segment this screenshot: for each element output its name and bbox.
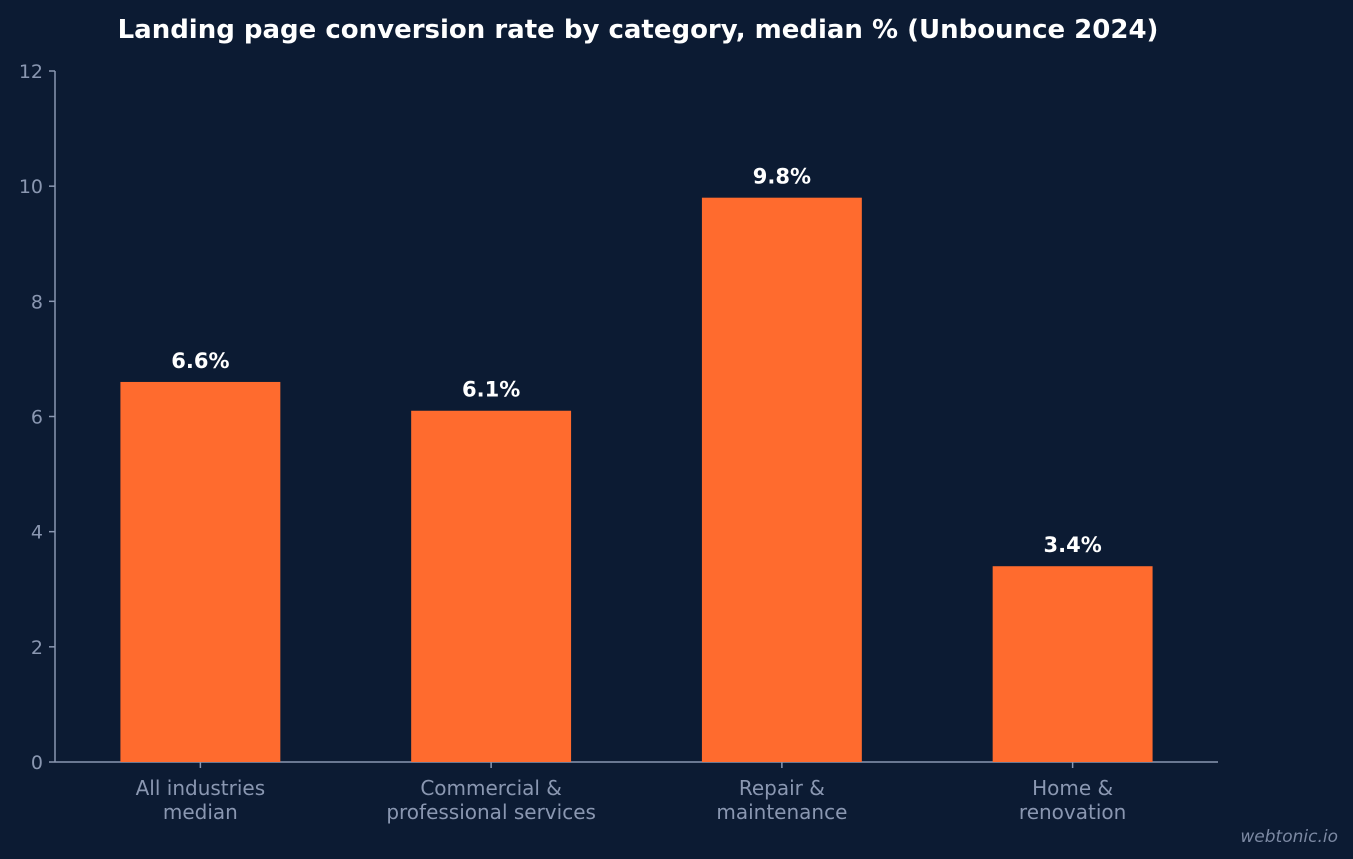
- data-label: 6.1%: [462, 378, 520, 402]
- x-tick-label: Repair &: [739, 776, 825, 800]
- bar: [992, 566, 1153, 762]
- data-label: 3.4%: [1044, 533, 1102, 557]
- x-tick-label: professional services: [386, 800, 596, 824]
- chart-title: Landing page conversion rate by category…: [118, 15, 1159, 45]
- y-tick-label: 2: [31, 637, 43, 659]
- data-labels-group: 6.6% 6.1% 9.8% 3.4%: [171, 165, 1102, 558]
- bars-group: [120, 197, 1153, 762]
- data-label: 9.8%: [753, 165, 811, 189]
- bar: [120, 381, 281, 762]
- bar: [701, 197, 862, 762]
- y-tick-label: 8: [31, 291, 43, 313]
- y-tick-label: 12: [19, 61, 43, 83]
- x-tick-label: renovation: [1019, 800, 1126, 824]
- y-tick-label: 4: [31, 522, 43, 544]
- y-tick-label: 10: [19, 176, 43, 198]
- bar: [411, 410, 572, 762]
- x-tick-label: Commercial &: [420, 776, 562, 800]
- watermark: webtonic.io: [1240, 827, 1338, 847]
- x-tick-label: maintenance: [716, 800, 847, 824]
- x-tick-label: Home &: [1032, 776, 1113, 800]
- y-tick-label: 0: [31, 752, 43, 774]
- y-tick-label: 6: [31, 407, 43, 429]
- y-axis: 0 2 4 6 8 10 12: [19, 61, 56, 774]
- x-tick-label: median: [163, 800, 238, 824]
- x-tick-label: All industries: [136, 776, 266, 800]
- data-label: 6.6%: [171, 349, 229, 373]
